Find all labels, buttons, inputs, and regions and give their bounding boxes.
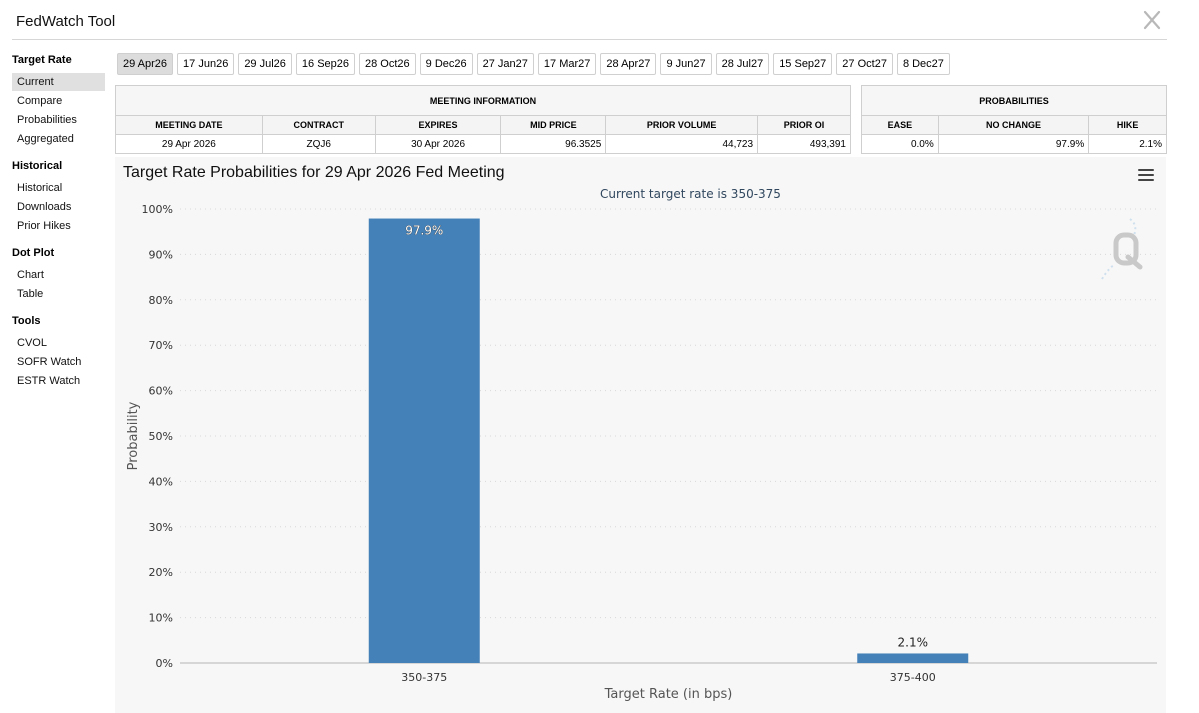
sidebar-item-prior-hikes[interactable]: Prior Hikes: [17, 220, 71, 232]
y-tick-label: 90%: [149, 248, 173, 261]
column-header: NO CHANGE: [937, 115, 1090, 135]
tab-meeting[interactable]: 28 Jul27: [715, 53, 770, 75]
column-header: CONTRACT: [261, 115, 376, 135]
expires-cell: 30 Apr 2026: [374, 134, 502, 154]
tab-meeting[interactable]: 29 Apr26: [117, 53, 174, 75]
meeting-info-table: MEETING INFORMATION MEETING DATE CONTRAC…: [115, 85, 851, 154]
column-header: PRIOR VOLUME: [605, 115, 759, 135]
sidebar-group-tools: Tools CVOL SOFR Watch ESTR Watch: [12, 313, 107, 390]
x-tick-label: 375-400: [890, 671, 936, 684]
tab-meeting[interactable]: 17 Mar27: [537, 53, 597, 75]
meeting-tabs: 29 Apr26 17 Jun26 29 Jul26 16 Sep26 28 O…: [117, 53, 950, 75]
sidebar: Target Rate Current Compare Probabilitie…: [12, 52, 107, 400]
prior-volume-cell: 44,723: [605, 134, 759, 154]
meeting-date-cell: 29 Apr 2026: [115, 134, 263, 154]
sidebar-item-aggregated[interactable]: Aggregated: [17, 133, 74, 145]
sidebar-group-target-rate: Target Rate Current Compare Probabilitie…: [12, 52, 107, 148]
x-tick-label: 350-375: [401, 671, 447, 684]
sidebar-item-historical[interactable]: Historical: [17, 182, 63, 194]
sidebar-item-downloads[interactable]: Downloads: [17, 201, 72, 213]
app-header: FedWatch Tool: [12, 0, 1167, 40]
sidebar-heading: Dot Plot: [12, 247, 55, 259]
sidebar-item-cvol[interactable]: CVOL: [17, 337, 47, 349]
tab-meeting[interactable]: 16 Sep26: [295, 53, 356, 75]
tab-meeting[interactable]: 27 Jan27: [476, 53, 534, 75]
chart-menu-icon[interactable]: [1138, 169, 1154, 182]
tab-meeting[interactable]: 8 Dec27: [896, 53, 950, 75]
probability-chart: 0% 10% 20% 30% 40% 50% 60% 70% 80% 90% 100% 97.9% 35…: [126, 203, 1157, 702]
hike-cell: 2.1%: [1088, 134, 1167, 154]
prior-oi-cell: 493,391: [757, 134, 851, 154]
sidebar-heading: Target Rate: [12, 54, 72, 66]
sidebar-item-chart[interactable]: Chart: [17, 269, 44, 281]
app-title: FedWatch Tool: [16, 13, 116, 30]
sidebar-item-table[interactable]: Table: [17, 288, 44, 300]
sidebar-item-estr-watch[interactable]: ESTR Watch: [17, 375, 81, 387]
ease-cell: 0.0%: [861, 134, 939, 154]
chart-panel: 0% 10% 20% 30% 40% 50% 60% 70% 80% 90% 100% 97.9% 35…: [115, 157, 1166, 713]
tab-meeting[interactable]: 17 Jun26: [177, 53, 235, 75]
y-tick-label: 70%: [149, 339, 173, 352]
y-tick-label: 20%: [149, 566, 173, 579]
tab-meeting[interactable]: 27 Oct27: [836, 53, 893, 75]
meeting-info-heading: MEETING INFORMATION: [115, 85, 851, 116]
y-tick-label: 30%: [149, 521, 173, 534]
tab-meeting[interactable]: 15 Sep27: [773, 53, 833, 75]
sidebar-item-sofr-watch[interactable]: SOFR Watch: [17, 356, 82, 368]
mid-price-cell: 96.3525: [500, 134, 607, 154]
data-label: 97.9%: [405, 224, 443, 238]
y-tick-label: 60%: [149, 385, 173, 398]
column-header: HIKE: [1088, 115, 1167, 135]
sidebar-group-historical: Historical Historical Downloads Prior Hi…: [12, 158, 107, 235]
column-header: EASE: [861, 115, 939, 135]
y-tick-label: 10%: [149, 612, 173, 625]
sidebar-item-compare[interactable]: Compare: [17, 95, 63, 107]
data-label: 2.1%: [898, 635, 929, 649]
probabilities-table: PROBABILITIES EASE NO CHANGE HIKE 0.0% 9…: [861, 85, 1167, 154]
probabilities-heading: PROBABILITIES: [861, 85, 1167, 116]
x-axis-title: Target Rate (in bps): [604, 687, 733, 702]
close-icon[interactable]: [1141, 9, 1163, 31]
tab-meeting[interactable]: 29 Jul26: [238, 53, 292, 75]
tab-meeting[interactable]: 9 Dec26: [419, 53, 473, 75]
sidebar-item-probabilities[interactable]: Probabilities: [17, 114, 77, 126]
tab-meeting[interactable]: 9 Jun27: [660, 53, 712, 75]
y-axis-title: Probability: [126, 401, 141, 470]
chart-title: Target Rate Probabilities for 29 Apr 202…: [123, 164, 505, 181]
y-tick-label: 100%: [142, 203, 173, 216]
sidebar-heading: Tools: [12, 315, 41, 327]
tab-meeting[interactable]: 28 Oct26: [359, 53, 416, 75]
sidebar-group-dot-plot: Dot Plot Chart Table: [12, 245, 107, 303]
y-tick-label: 0%: [156, 657, 173, 670]
contract-cell: ZQJ6: [261, 134, 376, 154]
y-tick-label: 50%: [149, 430, 173, 443]
column-header: EXPIRES: [374, 115, 502, 135]
bar: [368, 218, 480, 663]
sidebar-item-current[interactable]: Current: [12, 73, 105, 91]
bar: [857, 653, 969, 663]
column-header: MID PRICE: [500, 115, 607, 135]
column-header: MEETING DATE: [115, 115, 263, 135]
chart-subtitle: Current target rate is 350-375: [600, 187, 781, 201]
y-tick-label: 40%: [149, 475, 173, 488]
no-change-cell: 97.9%: [937, 134, 1090, 154]
column-header: PRIOR OI: [757, 115, 851, 135]
y-tick-label: 80%: [149, 294, 173, 307]
quikstrike-logo-icon: [1100, 217, 1146, 286]
sidebar-heading: Historical: [12, 160, 63, 172]
tab-meeting[interactable]: 28 Apr27: [600, 53, 657, 75]
